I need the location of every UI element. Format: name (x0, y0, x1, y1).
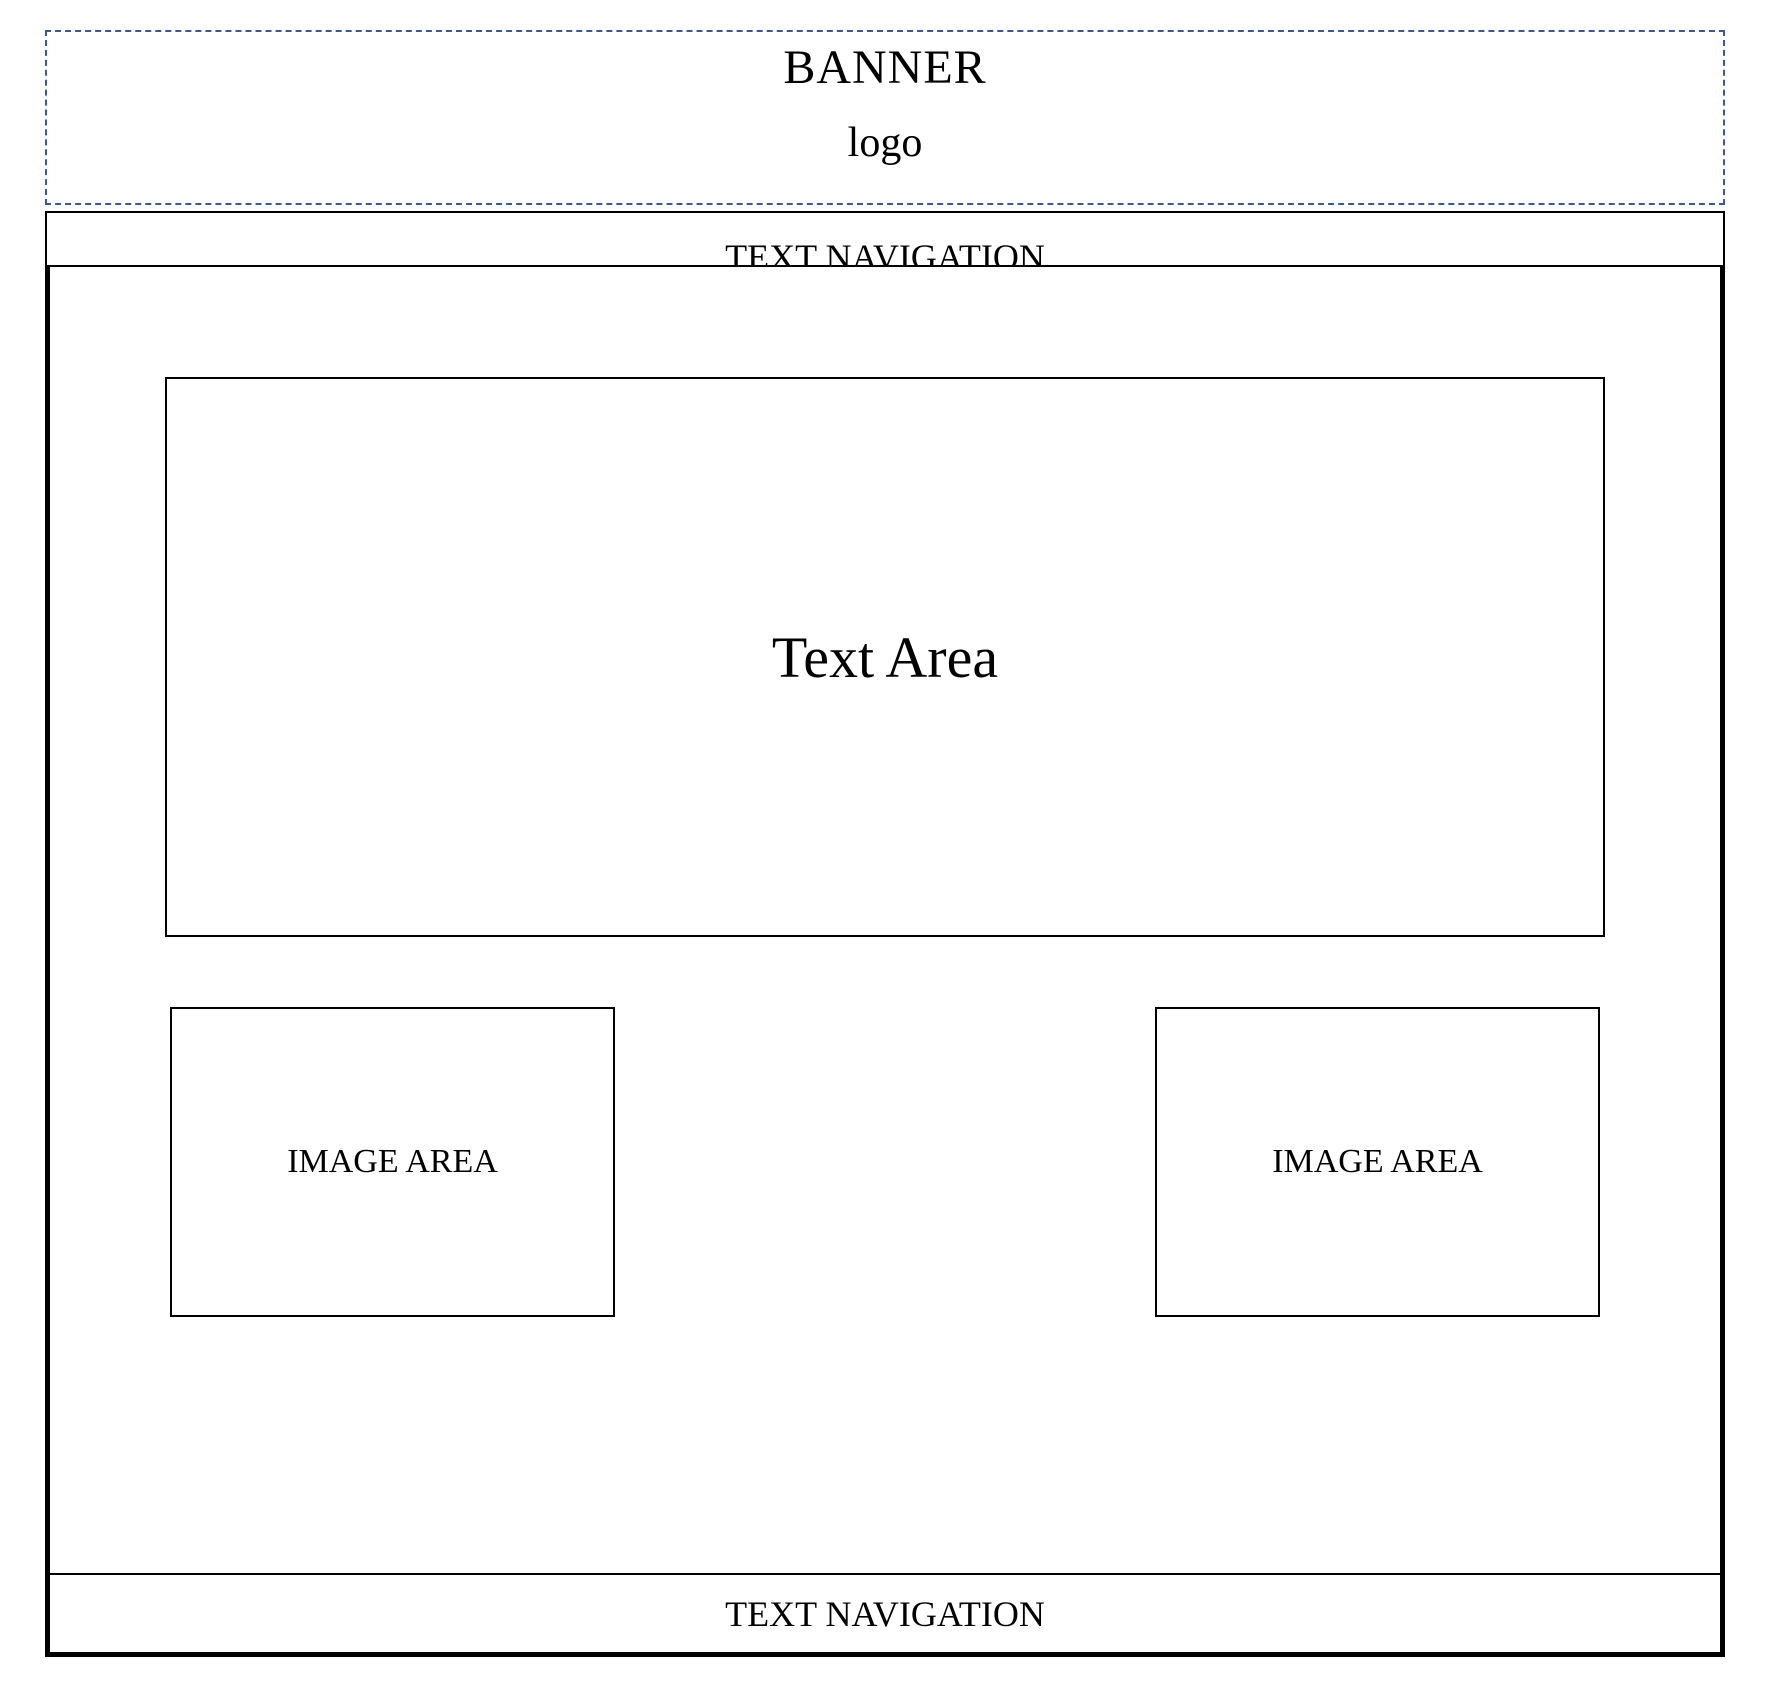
banner-region: BANNER logo (45, 30, 1725, 205)
image-area-left: IMAGE AREA (170, 1007, 615, 1317)
wireframe-container: BANNER logo TEXT NAVIGATION Text Area IM… (45, 30, 1725, 1677)
image-area-right-label: IMAGE AREA (1272, 1143, 1483, 1181)
text-area-label: Text Area (772, 624, 998, 691)
image-area-right: IMAGE AREA (1155, 1007, 1600, 1317)
image-area-left-label: IMAGE AREA (287, 1143, 498, 1181)
banner-logo-label: logo (848, 119, 923, 167)
top-navigation-region: TEXT NAVIGATION (45, 211, 1725, 267)
top-navigation-label: TEXT NAVIGATION (725, 239, 1045, 267)
bottom-navigation-region: TEXT NAVIGATION (45, 1575, 1725, 1657)
text-area-region: Text Area (165, 377, 1605, 937)
banner-title: BANNER (783, 40, 986, 95)
main-content-region: Text Area IMAGE AREA IMAGE AREA (45, 267, 1725, 1575)
image-row: IMAGE AREA IMAGE AREA (165, 1007, 1605, 1317)
bottom-navigation-label: TEXT NAVIGATION (725, 1593, 1045, 1635)
